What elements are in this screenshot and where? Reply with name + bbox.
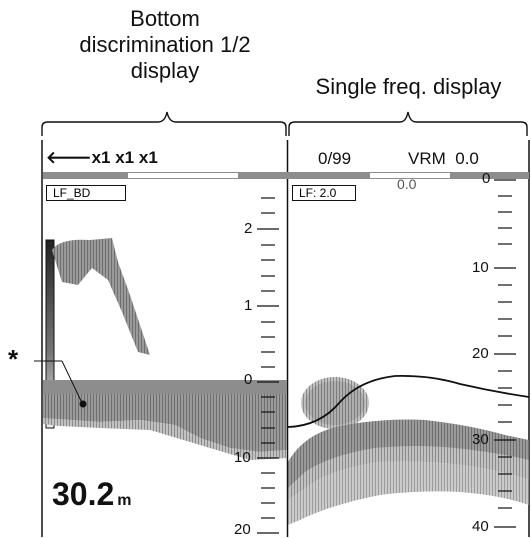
left-tick-2: 2 xyxy=(244,220,253,237)
depth-value: 30.2 xyxy=(52,476,115,512)
asterisk-marker: * xyxy=(8,344,19,374)
depth-unit: m xyxy=(117,492,132,509)
zoom-indicator: 🡐x1 x1 x1 xyxy=(46,148,158,168)
caption-left: Bottom discrimination 1/2 display xyxy=(40,6,290,84)
right-mode-box: LF: 2.0 xyxy=(292,185,356,201)
color-bar xyxy=(45,239,55,429)
vrm-marker: 0.0 xyxy=(397,176,417,192)
right-brace xyxy=(288,111,528,136)
bottom-line-curve xyxy=(287,375,530,428)
depth-readout: 30.2 m xyxy=(52,476,132,513)
left-tick-1: 1 xyxy=(244,297,253,314)
left-fish-school xyxy=(52,238,150,355)
right-tick-40: 40 xyxy=(472,518,489,535)
vrm-readout: VRM 0.0 xyxy=(408,149,479,169)
right-tick-0: 0 xyxy=(482,170,491,187)
vrm-label: VRM xyxy=(408,149,446,168)
caption-left-line3: display xyxy=(130,58,200,83)
count-label: 0/99 xyxy=(318,149,352,168)
left-arrow-icon: 🡐 xyxy=(46,148,92,167)
left-mode-box: LF_BD xyxy=(46,185,126,201)
left-scale xyxy=(257,197,279,534)
vrm-value: 0.0 xyxy=(455,149,479,168)
left-tick-20: 20 xyxy=(234,521,251,538)
marker-dot xyxy=(79,400,87,408)
right-scale xyxy=(494,179,516,528)
zoom-text: x1 x1 x1 xyxy=(91,148,158,167)
left-brace xyxy=(41,111,287,136)
left-tick-10: 10 xyxy=(234,449,251,466)
right-tick-10: 10 xyxy=(472,259,489,276)
right-tick-20: 20 xyxy=(472,345,489,362)
left-tick-0: 0 xyxy=(244,371,253,388)
caption-left-line1: Bottom xyxy=(130,6,200,31)
left-bottom-echo xyxy=(43,394,287,452)
top-status-bar xyxy=(43,172,529,179)
zero-line-band xyxy=(43,380,287,394)
caption-left-line2: discrimination 1/2 xyxy=(79,32,251,57)
caption-right: Single freq. display xyxy=(315,74,502,99)
right-tick-30: 30 xyxy=(472,431,489,448)
